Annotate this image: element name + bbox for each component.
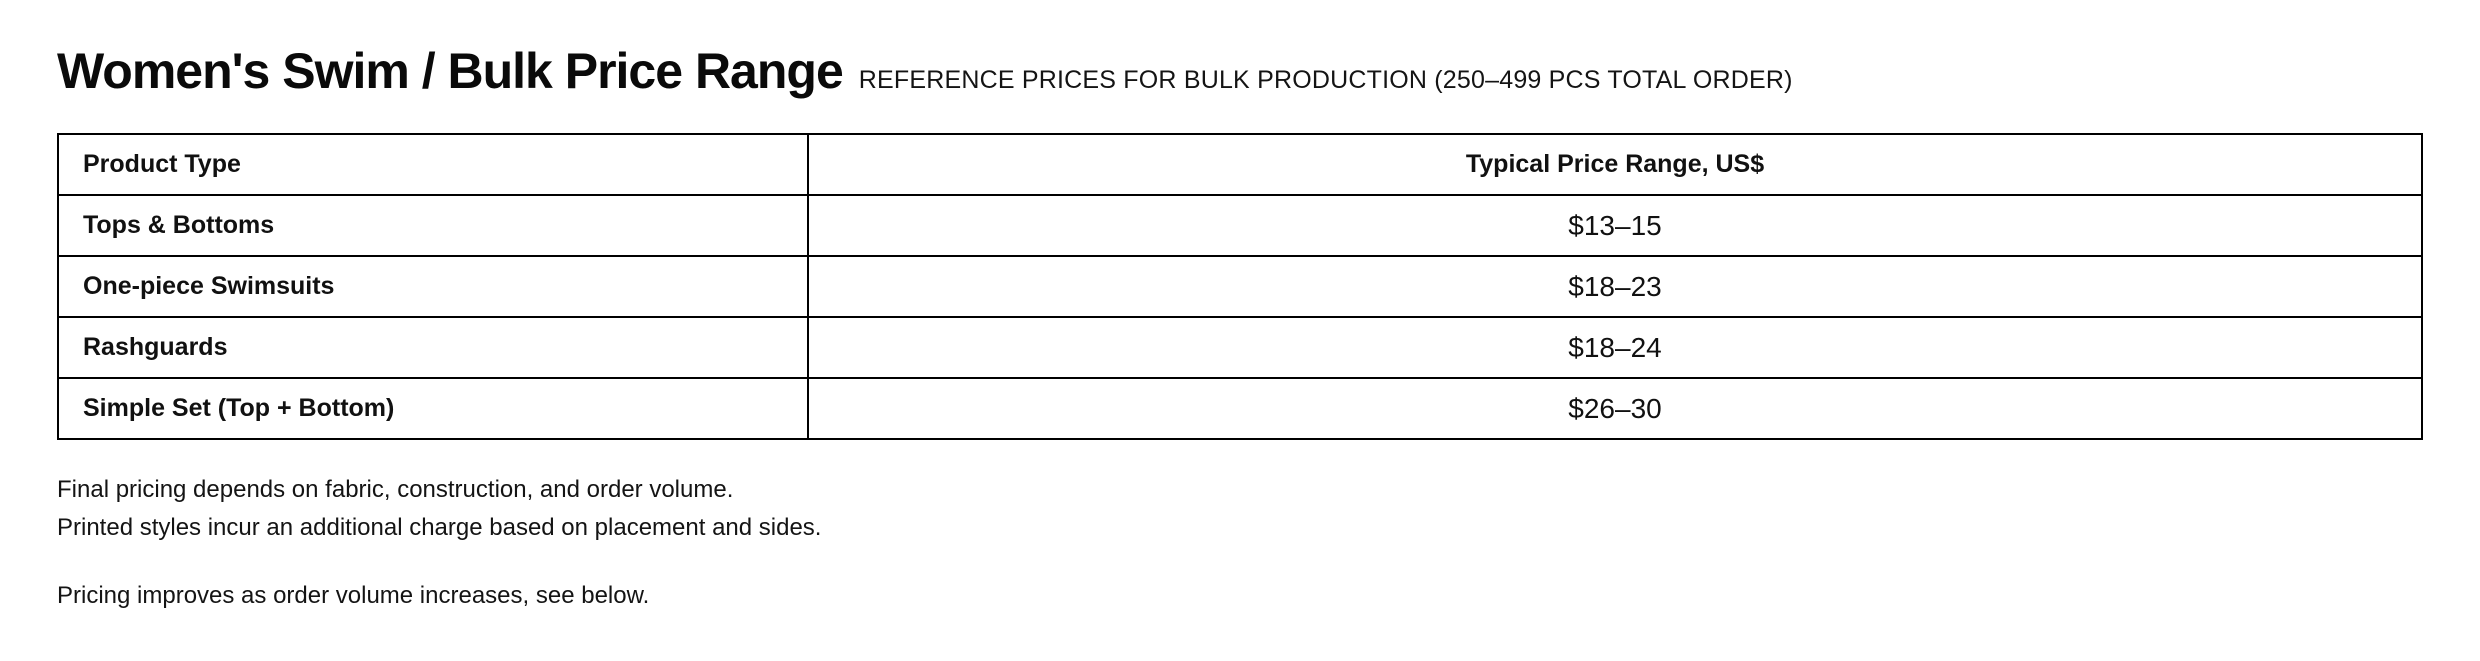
table-row: One-piece Swimsuits $18–23 [57, 255, 2423, 318]
product-name-cell: Tops & Bottoms [57, 194, 809, 257]
page-header: Women's Swim / Bulk Price Range REFERENC… [57, 46, 2423, 96]
pricing-note: Pricing improves as order volume increas… [57, 582, 650, 609]
product-name-cell: One-piece Swimsuits [57, 255, 809, 318]
price-range-cell: $18–24 [807, 316, 2423, 379]
column-header-price-range: Typical Price Range, US$ [807, 133, 2423, 196]
table-row: Tops & Bottoms $13–15 [57, 194, 2423, 257]
price-range-cell: $13–15 [807, 194, 2423, 257]
pricing-note: Final pricing depends on fabric, constru… [57, 476, 734, 503]
product-name-cell: Rashguards [57, 316, 809, 379]
page-title: Women's Swim / Bulk Price Range [57, 43, 844, 99]
page-subtitle: REFERENCE PRICES FOR BULK PRODUCTION (25… [858, 66, 1793, 94]
column-header-product-type: Product Type [57, 133, 809, 196]
product-name-cell: Simple Set (Top + Bottom) [57, 377, 809, 440]
table-row: Simple Set (Top + Bottom) $26–30 [57, 377, 2423, 440]
table-header-row: Product Type Typical Price Range, US$ [57, 133, 2423, 196]
footnotes: Final pricing depends on fabric, constru… [57, 476, 2423, 610]
table-row: Rashguards $18–24 [57, 316, 2423, 379]
price-range-cell: $18–23 [807, 255, 2423, 318]
pricing-note: Printed styles incur an additional charg… [57, 514, 822, 541]
price-range-cell: $26–30 [807, 377, 2423, 440]
bulk-price-table: Product Type Typical Price Range, US$ To… [57, 133, 2423, 440]
